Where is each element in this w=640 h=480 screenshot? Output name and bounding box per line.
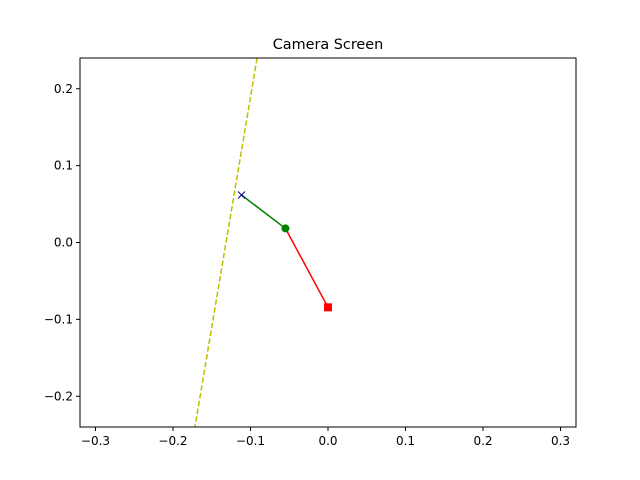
series-line: [241, 194, 286, 230]
chart-title: Camera Screen: [273, 37, 384, 53]
y-tick-label: 0.1: [54, 159, 73, 173]
x-marker-point: [237, 191, 246, 199]
marker-layer: [237, 191, 332, 312]
y-tick-label: 0.2: [54, 82, 73, 96]
square-marker-point: [324, 303, 332, 312]
x-tick-label: −0.3: [81, 434, 110, 448]
dashed-series-line: [194, 58, 258, 427]
y-tick-label: −0.2: [44, 389, 73, 403]
y-tick-label: 0.0: [54, 236, 73, 250]
x-tick-label: 0.1: [396, 434, 415, 448]
x-tick-label: 0.3: [551, 434, 570, 448]
x-tick-label: 0.2: [473, 434, 492, 448]
x-axis: −0.3 −0.2 −0.1 0.0 0.1 0.2 0.3: [81, 427, 570, 448]
y-axis: −0.2 −0.1 0.0 0.1 0.2: [44, 82, 80, 403]
circle-marker-point: [281, 224, 290, 233]
series-layer: [194, 58, 329, 427]
series-line: [284, 228, 329, 308]
x-tick-label: −0.1: [236, 434, 265, 448]
x-tick-label: −0.2: [158, 434, 187, 448]
y-tick-label: −0.1: [44, 312, 73, 326]
x-tick-label: 0.0: [318, 434, 337, 448]
